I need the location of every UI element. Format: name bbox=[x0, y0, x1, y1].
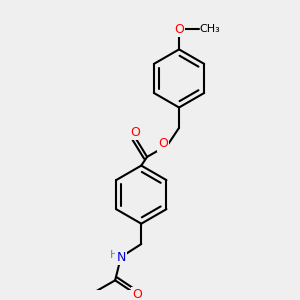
Text: N: N bbox=[116, 250, 126, 264]
Text: O: O bbox=[130, 126, 140, 139]
Text: O: O bbox=[158, 137, 168, 150]
Text: H: H bbox=[110, 250, 118, 260]
Text: O: O bbox=[132, 288, 142, 300]
Text: CH₃: CH₃ bbox=[199, 24, 220, 34]
Text: O: O bbox=[174, 22, 184, 35]
